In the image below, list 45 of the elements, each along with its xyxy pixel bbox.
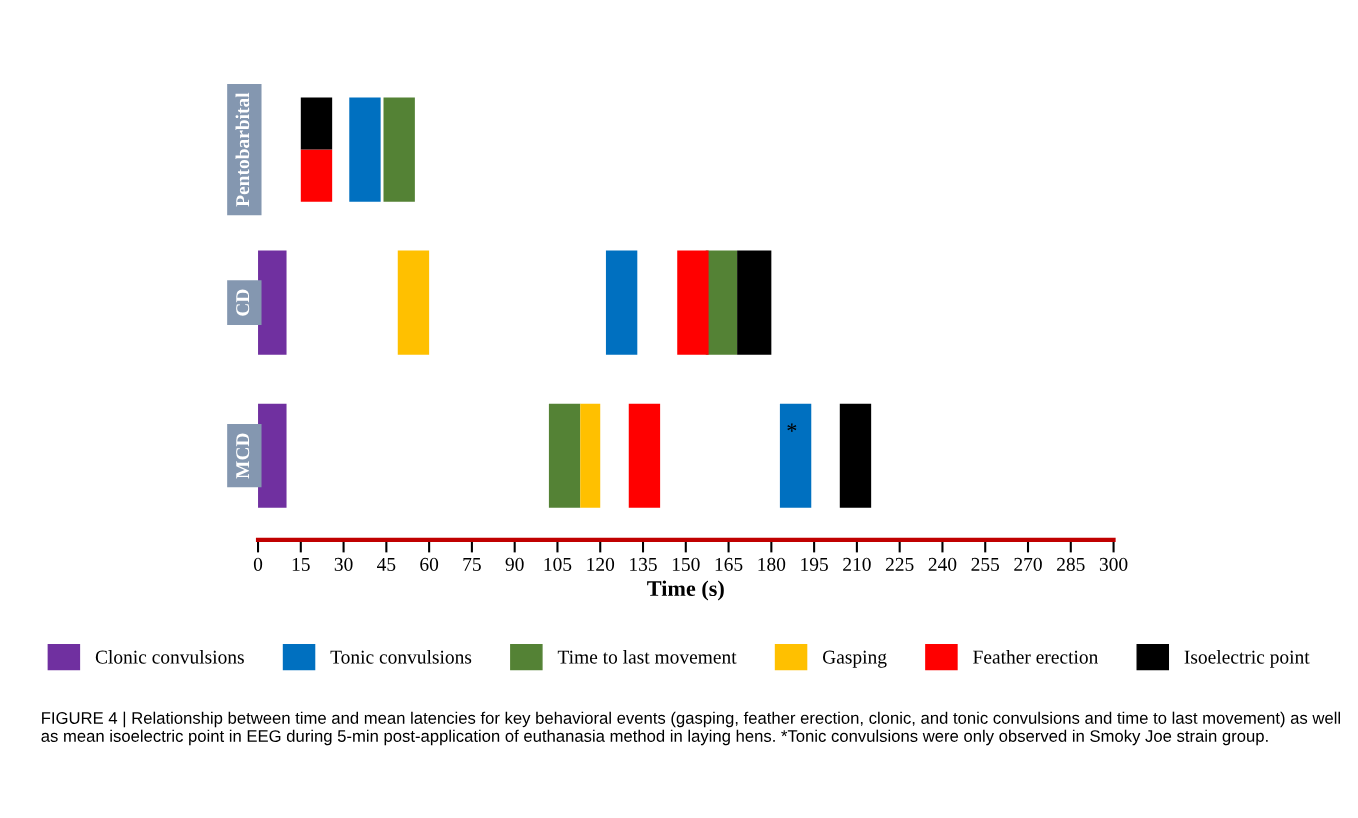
x-tick-label: 60 [420,557,439,571]
x-tick-label: 210 [843,557,871,571]
bar [383,97,415,202]
bar [548,403,581,508]
legend-label: Clonic convulsions [95,650,244,664]
x-tick-label: 90 [505,557,524,571]
x-tick-label: 30 [334,557,353,571]
x-tick-label: 75 [463,558,481,571]
annotation: * [787,423,797,432]
bar [677,250,709,355]
x-tick-label: 300 [1099,557,1128,571]
y-tick-label: Pentobarbital [235,92,250,207]
x-tick-label: 45 [377,557,396,571]
x-tick-label: 135 [630,557,657,571]
caption: FIGURE 4 | Relationship between time and mean latencies for key behavioral events (gasping, feather erection, clonic, and tonic convulsions and time to last movement) as well as mean isoelectric point in EEG during 5-min post-application of euthanasia method in laying hens. *Tonic convulsions were only observed in Smoky Joe strain group. [41,711,1340,746]
bar [605,250,638,355]
legend-label: Isoelectric point [1184,650,1310,668]
x-tick-label: 150 [672,557,700,571]
x-tick-label: 165 [715,557,743,571]
x-tick-label: 105 [544,557,572,571]
x-tick-label: 285 [1057,557,1085,571]
bar [397,250,430,355]
bar [779,403,812,508]
x-tick-label: 195 [801,557,828,571]
x-tick-label: 255 [971,557,1000,571]
y-tick-label: CD [236,289,250,316]
bar [580,403,601,508]
legend-label: Tonic convulsions [330,650,472,664]
x-tick-label: 120 [587,557,615,571]
x-tick-label: 180 [758,557,786,571]
x-axis-title: Time (s) [647,580,724,601]
x-tick-label: 225 [885,557,914,571]
bar [628,403,661,508]
x-tick-label: 0 [253,557,263,571]
bar [349,97,381,202]
legend-label: Gasping [822,650,887,668]
bar [258,250,287,355]
x-tick-label: 240 [928,557,957,571]
x-tick-label: 15 [292,557,310,571]
y-tick-label: MCD [236,433,250,479]
x-tick-label: 270 [1014,557,1042,571]
legend-label: Feather erection [973,650,1099,664]
legend-label: Time to last movement [557,650,737,664]
bar [737,250,772,355]
bar [839,403,872,508]
